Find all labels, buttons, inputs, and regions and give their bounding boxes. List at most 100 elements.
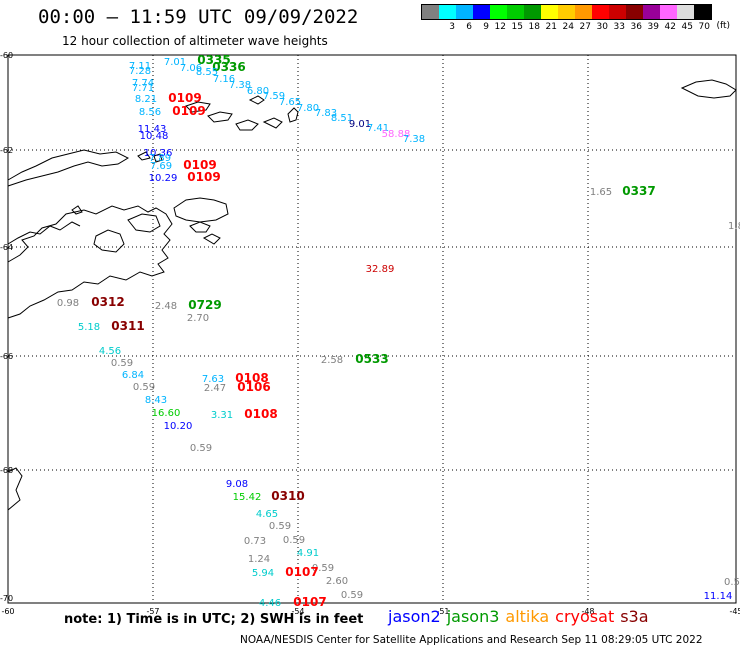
scale-swatch xyxy=(456,5,473,19)
wave-height-value: 10.48 xyxy=(140,131,169,142)
scale-label: 27 xyxy=(579,22,591,32)
satellite-s3a: s3a xyxy=(620,607,649,626)
scale-swatch xyxy=(490,5,507,19)
wave-height-value: 5.18 xyxy=(78,322,100,333)
wave-height-value: 11.14 xyxy=(704,591,733,602)
wave-height-value: 2.47 xyxy=(204,383,226,394)
color-scale-labels: 3 6 9 12 15 18 21 24 27 30 33 36 39 42 45 70 xyxy=(421,22,712,32)
wave-height-value: 7.59 xyxy=(263,91,285,102)
peninsula-inner-coast xyxy=(7,221,81,245)
wave-height-value: 1.8 xyxy=(728,221,740,232)
wave-height-value: 7.65 xyxy=(279,97,301,108)
island-cluster-c xyxy=(202,233,221,245)
latitude-tick-label: -68 xyxy=(0,466,13,475)
wave-height-value: 9.08 xyxy=(226,479,248,490)
wave-height-value: 0.59 xyxy=(341,590,363,601)
scale-label: 9 xyxy=(483,22,489,32)
latitude-tick-label: -64 xyxy=(0,243,13,252)
scale-label: 33 xyxy=(613,22,625,32)
scale-swatch xyxy=(575,5,592,19)
pass-time-label: 0335 xyxy=(197,53,230,67)
wave-height-value: 7.38 xyxy=(229,80,251,91)
scale-label: 70 xyxy=(698,22,710,32)
scale-swatch xyxy=(677,5,694,19)
wave-height-value: 2.58 xyxy=(321,355,343,366)
map-footer: NOAA/NESDIS Center for Satellite Applica… xyxy=(240,634,703,646)
south-orkney-island-6 xyxy=(248,95,265,105)
scale-swatch xyxy=(558,5,575,19)
coastline xyxy=(7,79,737,511)
scale-label: 39 xyxy=(647,22,659,32)
latitude-tick-label: -60 xyxy=(0,51,13,60)
wave-height-value: 0.59 xyxy=(312,563,334,574)
wave-height-value: 0.73 xyxy=(244,536,266,547)
wave-height-value: 4.91 xyxy=(297,548,319,559)
scale-label: 45 xyxy=(681,22,693,32)
pass-time-label: 0107 xyxy=(293,595,326,609)
pass-time-label: 0108 xyxy=(244,407,277,421)
wave-height-value: 10.20 xyxy=(164,421,193,432)
latitude-tick-label: -62 xyxy=(0,146,13,155)
scale-swatch xyxy=(473,5,490,19)
south-orkney-island-5 xyxy=(287,107,299,123)
wave-height-value: 8.55 xyxy=(196,67,218,78)
wave-height-value: 0.59 xyxy=(111,358,133,369)
wave-height-value: 8.51 xyxy=(331,113,353,124)
pass-time-label: 0533 xyxy=(355,352,388,366)
graticule: -60 -57 -54 -51 -48 -45 -60 -62 -64 -66 -68 -70 xyxy=(0,51,740,616)
pass-time-label: 0337 xyxy=(622,184,655,198)
wave-height-value: 0.59 xyxy=(283,535,305,546)
scale-label: 36 xyxy=(630,22,642,32)
wave-height-color-scale: 3 6 9 12 15 18 21 24 27 30 33 36 39 42 45 70 (ft) xyxy=(421,4,730,32)
color-scale-swatches xyxy=(421,4,712,20)
wave-height-value: 0.98 xyxy=(57,298,79,309)
wave-height-value: 8.43 xyxy=(145,395,167,406)
color-scale-unit: (ft) xyxy=(716,21,730,31)
south-orkney-island-1 xyxy=(185,101,211,113)
latitude-tick-label: -66 xyxy=(0,352,13,361)
longitude-tick-label: -45 xyxy=(729,607,740,616)
wave-height-value: 0.59 xyxy=(269,521,291,532)
satellite-jason2: jason2 xyxy=(388,607,441,626)
southern-island-east xyxy=(680,79,737,99)
joinville-island xyxy=(127,213,161,233)
wave-height-value: 3.31 xyxy=(211,410,233,421)
wave-height-value: 0.59 xyxy=(190,443,212,454)
pass-time-label: 0108 xyxy=(235,371,268,385)
scale-label: 18 xyxy=(528,22,540,32)
wave-height-value: 7.28 xyxy=(129,66,151,77)
scale-swatch xyxy=(507,5,524,19)
island-small-2 xyxy=(137,151,151,161)
map-frame xyxy=(7,54,737,604)
wave-height-value: 7.71 xyxy=(132,83,154,94)
wave-height-value: 7.06 xyxy=(180,63,202,74)
satellite-cryosat: cryosat xyxy=(555,607,615,626)
longitude-tick-label: -54 xyxy=(291,607,304,616)
wave-height-value: 7.11 xyxy=(129,61,151,72)
pass-time-label: 0106 xyxy=(237,380,270,394)
antarctic-peninsula-coastline xyxy=(7,205,173,319)
latitude-tick-label: -70 xyxy=(0,594,13,603)
map-note: note: 1) Time is in UTC; 2) SWH is in fe… xyxy=(64,612,364,627)
wave-height-value: 2.60 xyxy=(326,576,348,587)
longitude-tick-label: -51 xyxy=(436,607,449,616)
wave-height-value: 7.16 xyxy=(213,74,235,85)
scale-label: 42 xyxy=(664,22,676,32)
wave-height-value: 5.94 xyxy=(252,568,274,579)
wave-height-value: 7.41 xyxy=(367,123,389,134)
scale-label: 12 xyxy=(494,22,506,32)
wave-height-value: 7.74 xyxy=(132,78,154,89)
wave-height-value: 7.69 xyxy=(150,161,172,172)
wave-height-value: 4.65 xyxy=(256,509,278,520)
wave-height-value: 7.63 xyxy=(202,374,224,385)
pass-time-label: 0336 xyxy=(212,60,245,74)
island-cluster-b xyxy=(189,221,211,233)
scale-swatch xyxy=(422,5,439,19)
satellite-altika: altika xyxy=(505,607,550,626)
wave-height-value: 2.48 xyxy=(155,301,177,312)
pass-time-label: 0312 xyxy=(91,295,124,309)
wave-height-value: 10.29 xyxy=(149,173,178,184)
wave-height-value: 1.65 xyxy=(590,187,612,198)
wave-height-value: 4.56 xyxy=(99,346,121,357)
pass-time-label: 0109 xyxy=(183,158,216,172)
